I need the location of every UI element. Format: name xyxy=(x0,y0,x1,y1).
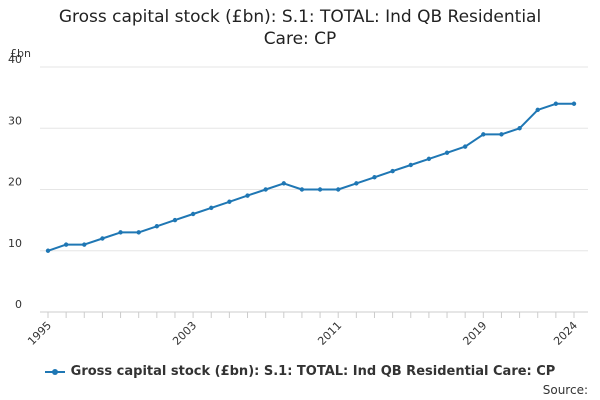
data-point xyxy=(571,101,577,106)
y-tick-label: 20 xyxy=(8,176,22,189)
chart-title-line-1: Gross capital stock (£bn): S.1: TOTAL: I… xyxy=(58,7,542,27)
data-point xyxy=(190,211,196,217)
data-point xyxy=(535,107,540,113)
data-point xyxy=(354,181,359,186)
legend-swatch xyxy=(44,368,65,375)
series-line xyxy=(47,102,574,252)
data-point xyxy=(517,126,522,131)
data-point xyxy=(245,193,250,198)
data-point xyxy=(227,199,232,204)
data-point xyxy=(444,150,450,155)
data-point xyxy=(63,242,69,247)
data-point xyxy=(45,248,51,253)
y-tick-label: 30 xyxy=(8,114,22,127)
data-point xyxy=(299,187,305,192)
data-point xyxy=(317,187,323,192)
x-tick-label: 2019 xyxy=(460,319,489,348)
data-point xyxy=(408,162,413,168)
x-tick-label: 2003 xyxy=(170,319,199,348)
chart-title: Gross capital stock (£bn): S.1: TOTAL: I… xyxy=(0,6,600,50)
y-tick-label: 40 xyxy=(8,53,22,66)
data-point xyxy=(553,101,559,106)
y-tick-label: 0 xyxy=(15,298,22,311)
legend-label: Gross capital stock (£bn): S.1: TOTAL: I… xyxy=(70,364,556,379)
x-tick-label: 1995 xyxy=(25,319,54,348)
data-point xyxy=(263,187,268,192)
series-layer xyxy=(45,101,577,253)
data-point xyxy=(172,217,178,223)
data-point xyxy=(154,224,160,229)
axes: 0 10 20 30 40£bn 1995 2003 2011 2019 2024 xyxy=(8,47,588,348)
data-point xyxy=(499,132,504,137)
data-point xyxy=(118,230,123,235)
data-point xyxy=(209,205,214,211)
source-label: Source: xyxy=(542,383,588,397)
data-point xyxy=(100,236,105,241)
data-point xyxy=(336,187,341,192)
y-tick-label: 10 xyxy=(8,237,22,250)
data-point xyxy=(481,132,486,137)
data-point xyxy=(390,168,395,174)
y-axis-label: £bn xyxy=(10,47,31,60)
x-tick-label: 2011 xyxy=(315,319,344,348)
data-point xyxy=(372,175,377,180)
x-tick-label: 2024 xyxy=(551,319,580,348)
data-point xyxy=(136,230,141,235)
chart-title-line-2: Care: CP xyxy=(263,29,337,49)
data-point xyxy=(281,181,286,186)
data-point xyxy=(82,242,87,247)
legend: Gross capital stock (£bn): S.1: TOTAL: I… xyxy=(0,364,600,379)
data-point xyxy=(462,144,468,149)
data-point xyxy=(426,156,432,162)
